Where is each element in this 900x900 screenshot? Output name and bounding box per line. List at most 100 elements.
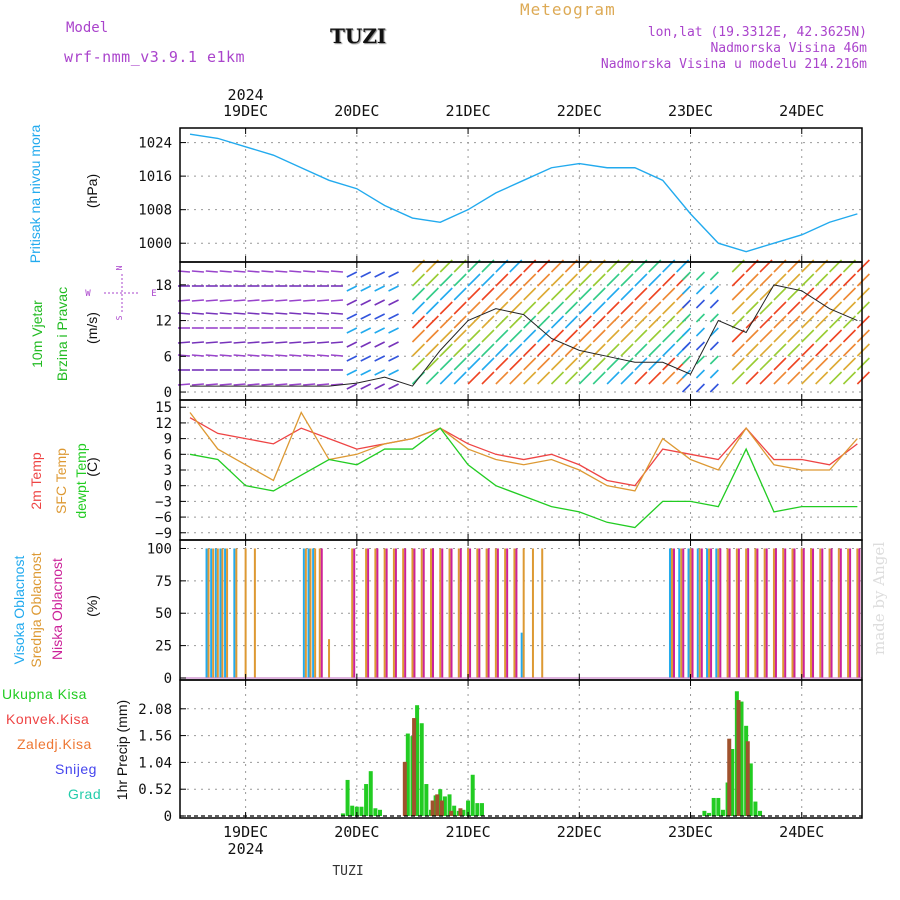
wind-barb	[177, 383, 191, 386]
wind-barb	[388, 285, 399, 292]
cloud-mid-bar	[221, 548, 224, 678]
cloud-mid-bar	[318, 548, 321, 678]
wind-barb	[564, 259, 578, 273]
wind-barb	[261, 354, 274, 357]
wind-barb	[439, 259, 453, 273]
cloud-mid-bar	[745, 548, 748, 678]
wind-barb	[662, 357, 676, 371]
precip-total-bar	[716, 797, 721, 816]
precip-total-bar	[470, 774, 475, 816]
wind-barb	[411, 259, 426, 273]
wind-barb	[634, 287, 648, 301]
wind-barb	[346, 369, 358, 376]
wind-barb	[759, 315, 773, 329]
wind-barb	[330, 341, 344, 344]
cloud-high-bar	[706, 548, 709, 678]
cloud-low-bar	[422, 548, 425, 678]
cloud-mid-bar	[754, 548, 757, 678]
precip-conv-bar	[435, 794, 440, 816]
wind-barb	[275, 383, 288, 386]
footer-station: TUZI	[332, 864, 363, 879]
temp-unit: (C)	[84, 457, 100, 477]
wind-barb	[842, 357, 857, 371]
cloud-mid-bar	[314, 548, 317, 678]
wind-barb	[205, 312, 218, 315]
wind-barb	[537, 371, 551, 385]
wind-barb	[662, 315, 676, 329]
wind-barb	[330, 299, 344, 302]
wind-barb	[550, 259, 565, 273]
altitude-text: Nadmorska Visina 46m	[710, 41, 867, 56]
wind-barb	[695, 327, 705, 337]
y-tick-label: 9	[164, 432, 172, 448]
wind-barb	[773, 259, 787, 273]
cloud-mid-bar	[522, 548, 525, 678]
precip-conv-bar	[402, 761, 407, 816]
y-tick-label: 75	[155, 574, 172, 590]
wind-barb	[695, 285, 705, 295]
wind-barb	[592, 259, 606, 273]
wind-barb	[634, 259, 648, 273]
cloud-low-bar	[784, 548, 787, 678]
wind-barb	[578, 315, 592, 329]
wind-barb	[709, 355, 719, 365]
wind-barb	[662, 273, 676, 287]
wind-barb	[261, 341, 274, 344]
cloud-low-bar	[441, 548, 444, 678]
cloud-mid-bar	[810, 548, 813, 678]
wind-barb	[233, 299, 246, 302]
wind-barb	[374, 383, 386, 390]
top-year-label: 2024	[228, 86, 264, 104]
wind-barb	[620, 315, 634, 329]
precip-total-bar	[475, 803, 480, 816]
precip-total-bar	[354, 806, 359, 816]
y-tick-label: 0.52	[138, 782, 172, 798]
cloud-mid-bar	[819, 548, 822, 678]
station-title: TUZI	[330, 24, 387, 48]
precip-total-bar	[702, 810, 707, 816]
wind-barb	[592, 371, 606, 385]
y-tick-label: 0	[164, 809, 172, 825]
wind-barb	[388, 299, 399, 306]
wind-barb	[330, 270, 344, 273]
wind-barb	[247, 312, 260, 315]
wind-barb	[731, 273, 745, 287]
wind-barb	[495, 287, 509, 301]
wind-barb	[439, 371, 453, 385]
wind-barb	[592, 273, 606, 287]
wind-barb	[191, 270, 204, 273]
wind-barb	[481, 273, 495, 287]
wind-barb	[773, 357, 787, 371]
wind-barb	[360, 341, 372, 348]
wind-barb	[745, 343, 759, 357]
wind-barb	[509, 287, 523, 301]
compass-e: E	[151, 289, 156, 299]
wind-barb	[411, 301, 426, 315]
cloud-mid-bar	[504, 548, 507, 678]
wind-barb	[537, 343, 551, 357]
wind-barb	[801, 357, 815, 371]
wind-barb	[346, 271, 358, 278]
wind-barb	[550, 329, 565, 343]
y-tick-label: 1.56	[138, 729, 172, 745]
wind-barb	[509, 357, 523, 371]
wind-barb	[745, 357, 759, 371]
wind-barb	[695, 313, 705, 323]
wind-barb	[787, 287, 801, 301]
wind-barb	[467, 287, 481, 301]
cloud-mid-bar	[513, 548, 516, 678]
wind-barb	[578, 287, 592, 301]
cloud-low-bar	[710, 548, 713, 678]
y-tick-label: −9	[155, 526, 172, 542]
wind-barb	[828, 315, 843, 329]
precip-total-bar	[758, 810, 763, 816]
wind-barb	[453, 259, 467, 273]
wind-barb	[648, 259, 662, 273]
wind-barb	[523, 357, 537, 371]
wind-barb	[411, 371, 426, 385]
precip-total-bar	[456, 810, 461, 816]
wind-barb	[773, 371, 787, 385]
wind-barb	[709, 271, 719, 281]
wind-barb	[425, 259, 439, 273]
wind-barb	[316, 354, 330, 357]
